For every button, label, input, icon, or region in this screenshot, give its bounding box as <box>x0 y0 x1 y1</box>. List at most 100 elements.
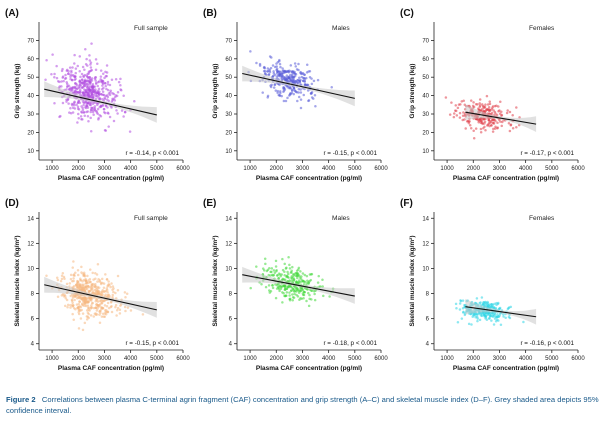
panel-c-point <box>452 115 456 119</box>
panel-b-point <box>299 71 302 75</box>
panel-a-point <box>80 110 83 113</box>
panel-a-point <box>89 61 93 64</box>
panel-e-point <box>269 274 272 277</box>
panel-b-point <box>316 78 320 82</box>
panel-e-point <box>293 292 296 296</box>
panel-d-point <box>107 280 110 283</box>
panel-c-x-tick-label: 1000 <box>440 166 454 172</box>
panel-d-point <box>69 294 72 298</box>
panel-e-label: (E) <box>203 198 216 209</box>
panel-a-point <box>103 96 107 99</box>
panel-b-point <box>266 67 270 70</box>
panel-a-point <box>90 85 94 89</box>
panel-d-point <box>109 305 113 309</box>
panel-e-point <box>283 294 286 298</box>
panel-d-point <box>96 287 99 290</box>
panel-b-point <box>278 58 281 62</box>
panel-d-y-tick-label: 6 <box>31 317 35 323</box>
panel-b-point <box>303 79 306 83</box>
panel-a-point <box>89 110 92 114</box>
panel-a-point <box>60 80 63 83</box>
panel-c-point <box>482 105 485 109</box>
panel-c-point <box>479 127 483 131</box>
panel-a-point <box>94 58 98 61</box>
panel-e-x-tick-label: 5000 <box>348 356 362 362</box>
panel-f-point <box>484 317 487 320</box>
panel-f-point <box>455 306 458 310</box>
panel-d-point <box>60 274 64 278</box>
panel-a-point <box>110 78 114 81</box>
panel-b-point <box>308 75 312 79</box>
panel-d-point <box>87 312 90 316</box>
panel-a-point <box>86 94 90 97</box>
panel-a-fit-line <box>44 88 157 116</box>
panel-c-point <box>448 113 452 116</box>
panel-d-point <box>129 309 133 312</box>
panel-b-x-tick-label: 2000 <box>270 166 284 172</box>
panel-d-point <box>102 282 106 285</box>
panel-b-point <box>292 86 296 90</box>
panel-e-point <box>279 287 283 291</box>
panel-c-x-tick-label: 3000 <box>493 166 507 172</box>
panel-b-point <box>282 86 285 89</box>
panel-a-point <box>86 91 89 94</box>
panel-b-point <box>276 89 280 93</box>
panel-b-point <box>296 81 299 84</box>
panel-a-point <box>122 115 125 118</box>
panel-c-fit-line <box>465 111 537 125</box>
panel-b-label: (B) <box>203 8 217 19</box>
panel-f-point <box>488 314 492 318</box>
panel-a-point <box>55 64 58 68</box>
panel-f-point <box>497 319 500 322</box>
panel-a-point <box>90 68 93 72</box>
panel-c-point <box>457 103 461 106</box>
panel-b-point <box>300 75 304 79</box>
panel-a-point <box>83 88 86 91</box>
panel-d-point <box>106 290 109 294</box>
panel-a-point <box>107 112 110 115</box>
panel-a-point <box>84 80 87 83</box>
panel-a-point <box>62 79 65 83</box>
panel-b-point <box>297 91 300 94</box>
panel-e-point <box>321 278 324 281</box>
panel-d-point <box>100 301 104 305</box>
panel-e-point <box>294 286 297 289</box>
panel-e-point <box>279 275 282 278</box>
panel-b-point <box>299 78 302 82</box>
panel-b-point <box>299 106 303 110</box>
panel-e-x-tick-label: 6000 <box>374 356 388 362</box>
panel-b-point <box>277 74 281 77</box>
panel-b-point <box>310 82 314 86</box>
panel-a-point <box>71 111 75 114</box>
panel-b-title: Males <box>332 25 350 32</box>
panel-d-point <box>101 291 104 294</box>
panel-e-point <box>276 274 279 277</box>
panel-b-point <box>278 62 282 66</box>
panel-e-point <box>302 293 305 297</box>
panel-d-point <box>101 306 105 310</box>
panel-e-point <box>305 274 309 278</box>
panel-a-point <box>102 107 106 111</box>
panel-b-point <box>309 92 313 95</box>
panel-a-point <box>86 104 89 108</box>
panel-d-title: Full sample <box>134 215 168 222</box>
panel-e-point <box>283 278 287 282</box>
panel-b-point <box>274 89 278 92</box>
panel-a-point <box>113 99 117 102</box>
panel-c-point <box>491 130 495 133</box>
panel-a-y-tick-label: 10 <box>27 149 34 155</box>
panel-d-point <box>81 288 84 292</box>
panel-a-point <box>97 116 100 120</box>
panel-c-point <box>454 109 457 112</box>
panel-d-point <box>77 327 81 330</box>
panel-b-point <box>261 91 264 94</box>
panel-a-point <box>97 87 101 91</box>
panel-e-point <box>299 270 302 273</box>
panel-b-points <box>247 50 333 110</box>
panel-d-point <box>76 306 79 310</box>
panel-b-point <box>281 67 284 70</box>
panel-e-point <box>285 266 288 269</box>
panel-a-point <box>81 118 84 121</box>
panel-f-point <box>502 315 505 318</box>
panel-d-point <box>87 279 90 282</box>
